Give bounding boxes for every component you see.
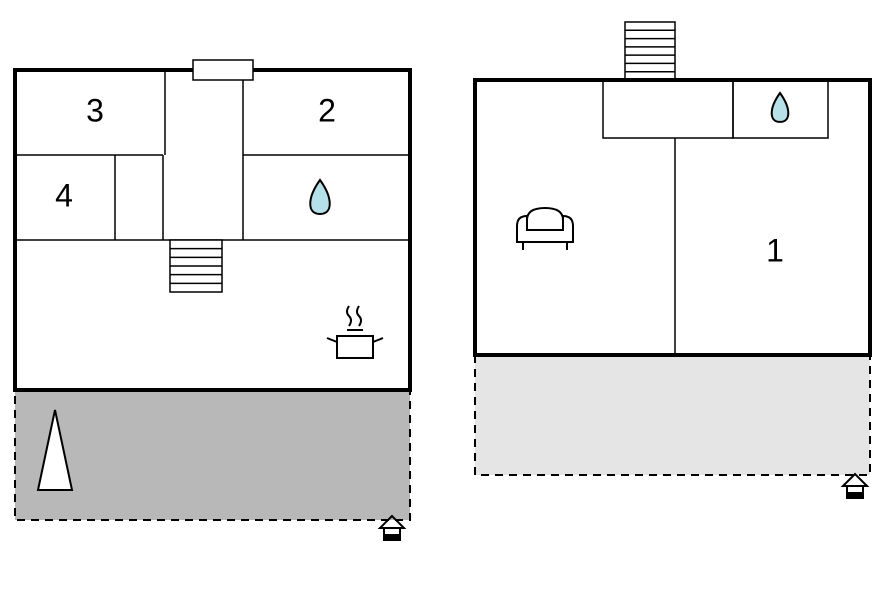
- left-outer-wall: [15, 70, 410, 390]
- room-2-label: 2: [318, 92, 336, 128]
- left-floor-plan: 3 2 4: [15, 60, 410, 540]
- top-opening: [193, 60, 253, 80]
- room-1-label: 1: [766, 232, 784, 268]
- room-4-label: 4: [55, 177, 73, 213]
- right-patio: [475, 355, 870, 475]
- left-patio: [15, 390, 410, 520]
- right-outer-wall: [475, 80, 870, 355]
- entry-marker-icon: [843, 474, 867, 498]
- room-3-label: 3: [86, 92, 104, 128]
- right-floor-plan: 1: [475, 22, 870, 498]
